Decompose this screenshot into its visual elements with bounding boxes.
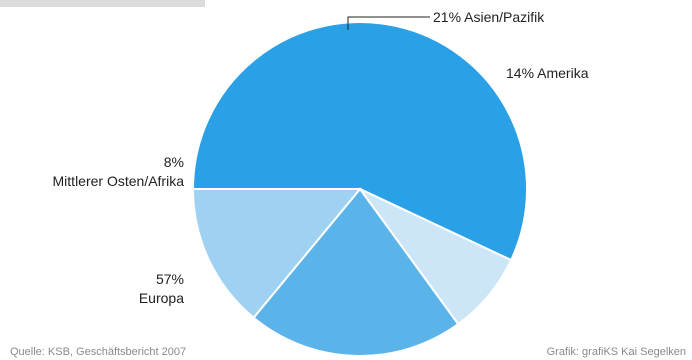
- label-mena-category: Mittlerer Osten/Afrika: [53, 173, 185, 189]
- label-asien-pazifik: 21% Asien/Pazifik: [433, 9, 545, 25]
- label-europa-pct: 57%: [156, 271, 184, 287]
- label-amerika: 14% Amerika: [506, 65, 589, 81]
- source-note: Quelle: KSB, Geschäftsbericht 2007: [10, 346, 186, 358]
- cropped-title-fragment: [0, 0, 205, 7]
- credit-note: Grafik: grafiKS Kai Segelken: [547, 346, 686, 358]
- pie-slice-asien-pazifik: [252, 187, 460, 358]
- asien-leader-line: [347, 16, 430, 30]
- pie-slice-amerika: [191, 188, 363, 320]
- label-mena-pct: 8%: [164, 154, 184, 170]
- pie-slice-europa: [191, 21, 528, 262]
- label-europa-category: Europa: [139, 290, 184, 306]
